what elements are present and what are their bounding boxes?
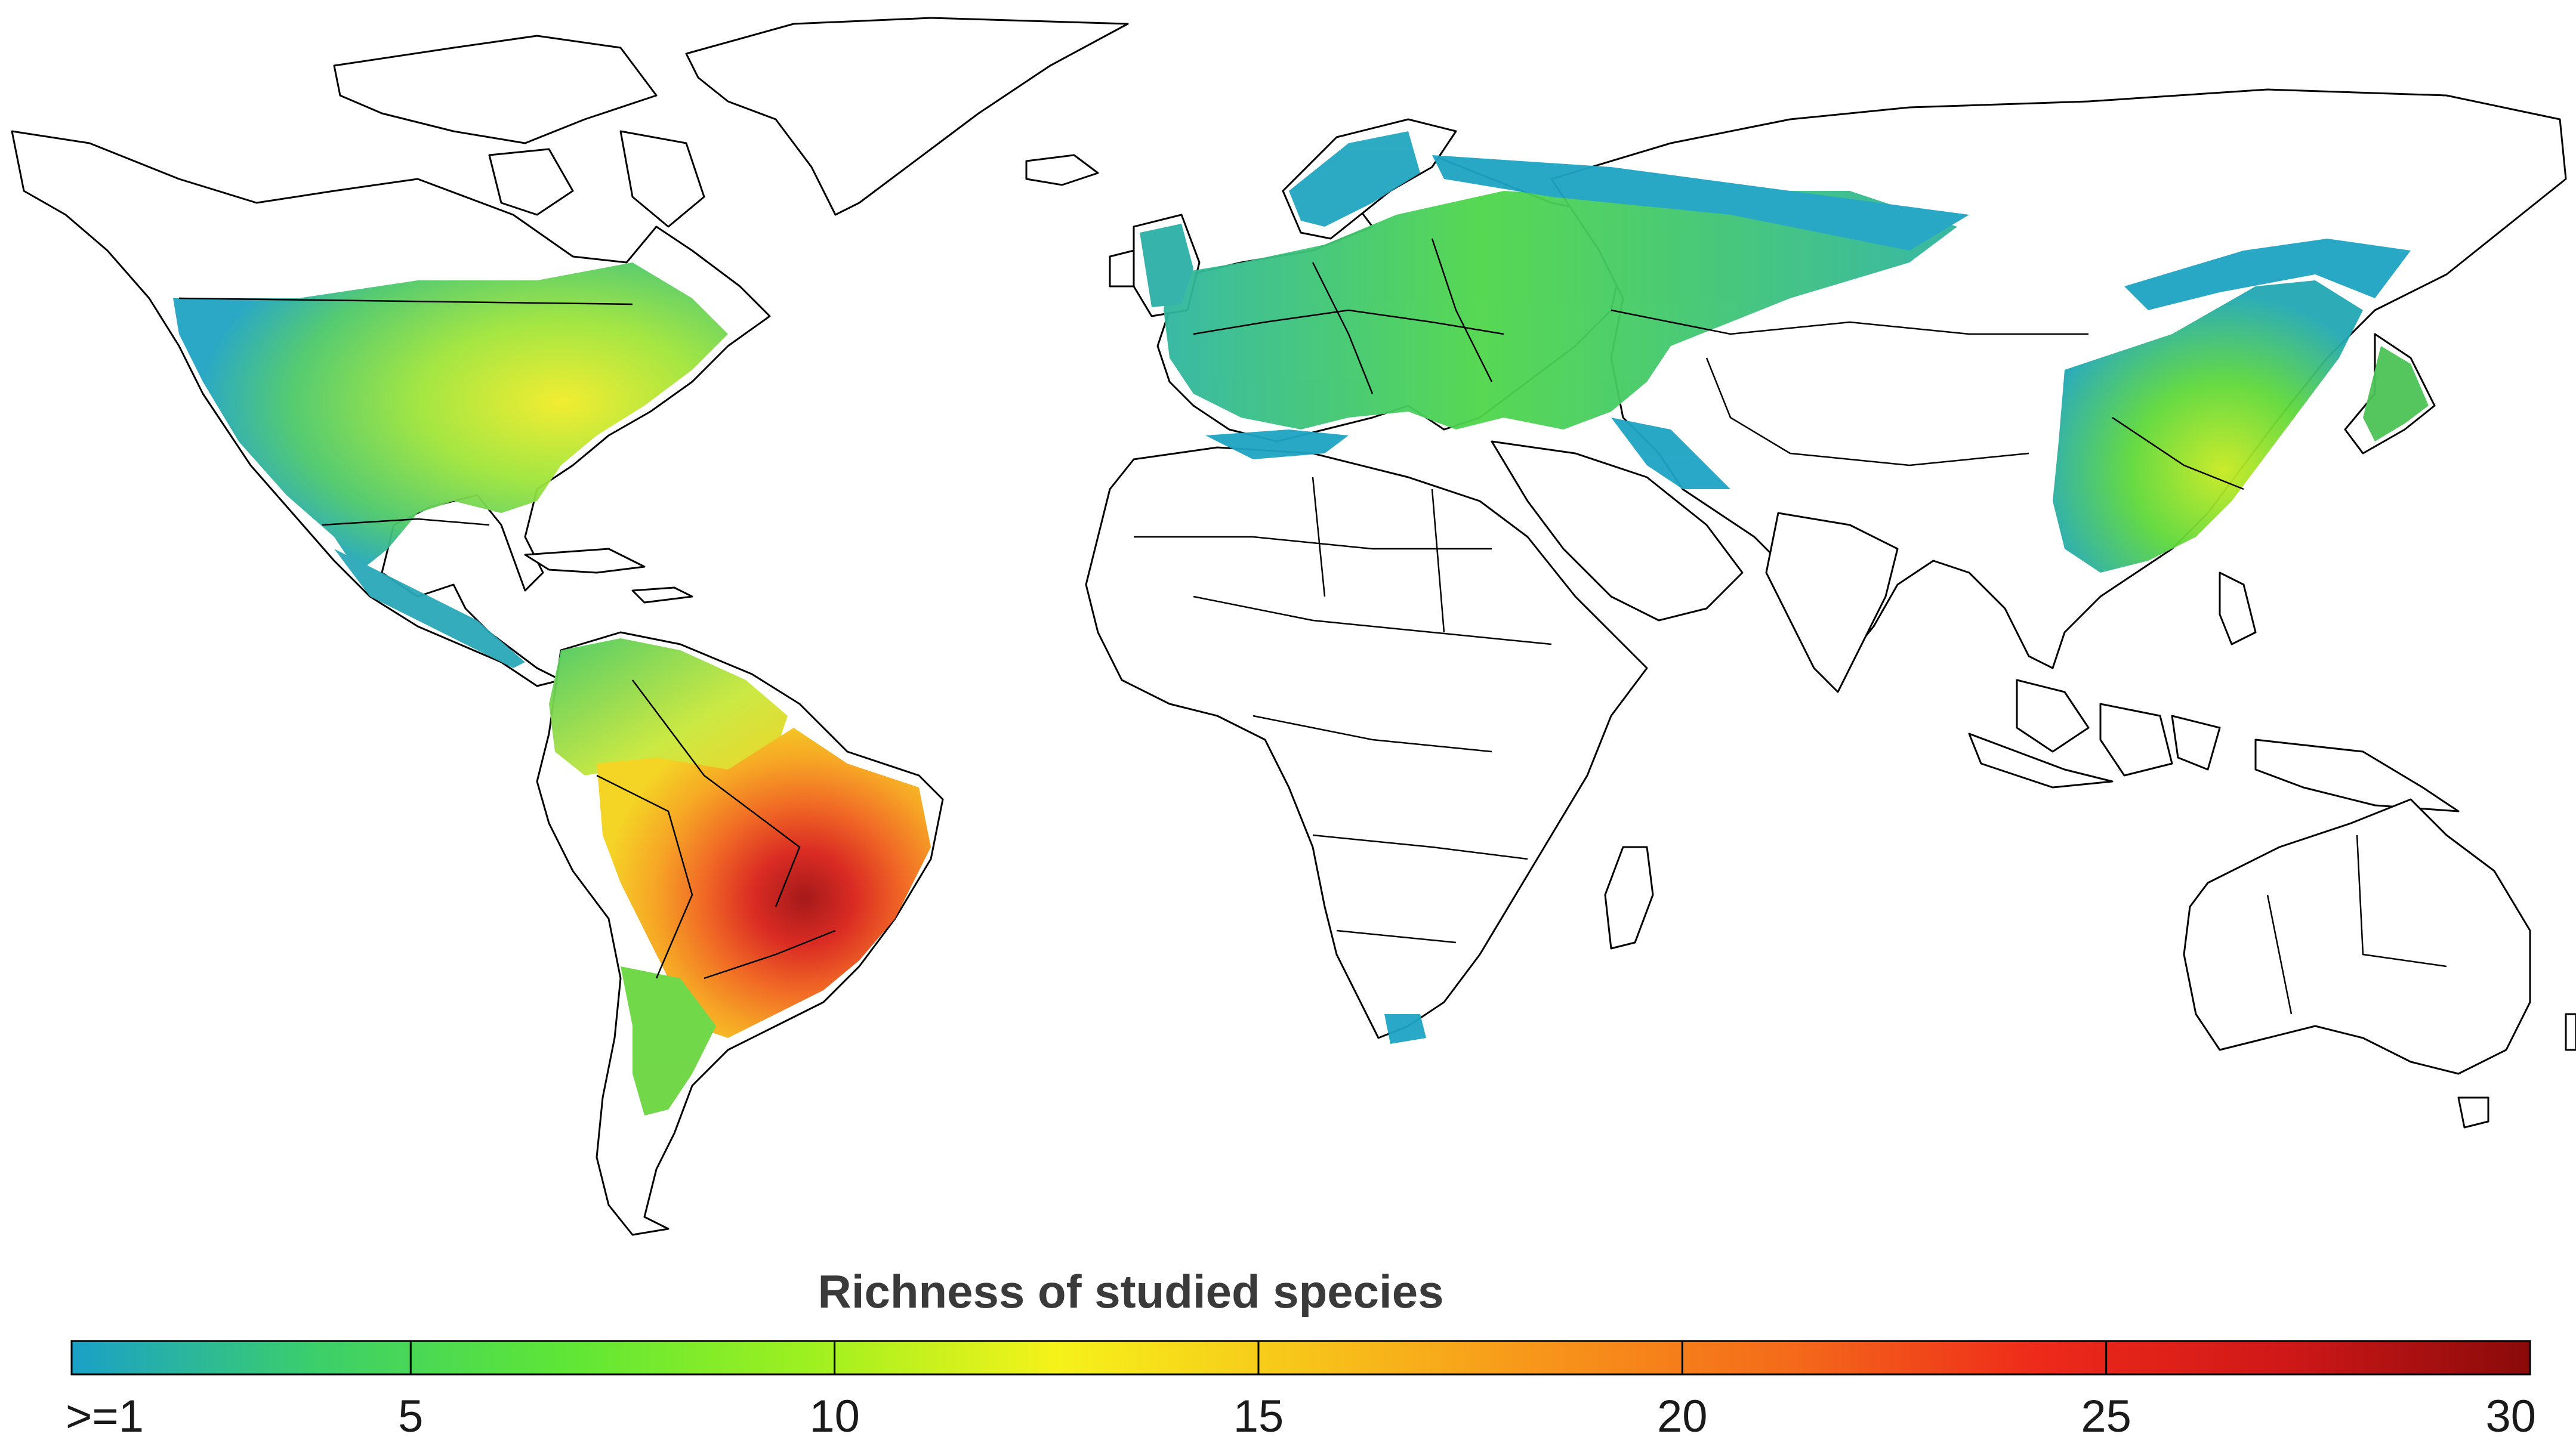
colorbar-tick-label: 25 — [2081, 1391, 2131, 1442]
richness-far-east — [2124, 239, 2411, 310]
australia — [2183, 798, 2531, 1075]
colorbar-tick-label: 20 — [1657, 1391, 1708, 1442]
richness-britain — [1140, 224, 1193, 307]
richness-south-america-north — [549, 638, 788, 781]
colorbar-rect — [70, 1340, 2531, 1376]
richness-central-america — [334, 549, 525, 668]
colorbar-ticks — [70, 1341, 2531, 1374]
country-borders — [178, 238, 2447, 1015]
richness-japan — [2363, 346, 2429, 441]
arctic-islands — [333, 35, 658, 144]
legend-title: Richness of studied species — [817, 1265, 1444, 1318]
colorbar-tick-labels: >=1 5 10 15 20 25 30 — [66, 1391, 2536, 1442]
greenland — [685, 17, 1129, 216]
colorbar-tick-label: 15 — [1233, 1391, 1284, 1442]
richness-overlay — [173, 131, 2429, 1116]
richness-caucasus — [1611, 418, 1730, 489]
richness-north-africa — [1205, 429, 1349, 459]
colorbar-tick-label: 10 — [809, 1391, 860, 1442]
madagascar — [1604, 846, 1654, 950]
india — [1765, 512, 1899, 693]
colorbar-tick-label: 5 — [398, 1391, 423, 1442]
richness-south-america-south — [621, 966, 716, 1116]
richness-south-america-core — [597, 728, 931, 1038]
richness-south-africa — [1384, 1014, 1426, 1044]
colorbar-tick-label: >=1 — [66, 1391, 144, 1442]
richness-north-america — [173, 262, 728, 573]
richness-east-asia — [2053, 280, 2363, 573]
colorbar-tick-label: 30 — [2485, 1391, 2536, 1442]
richness-europe — [1164, 191, 1957, 429]
colorbar: >=1 5 10 15 20 25 30 — [66, 1340, 2536, 1442]
arabia — [1491, 440, 1744, 622]
richness-russia-north — [1432, 155, 1969, 251]
richness-scandinavia — [1289, 131, 1420, 227]
